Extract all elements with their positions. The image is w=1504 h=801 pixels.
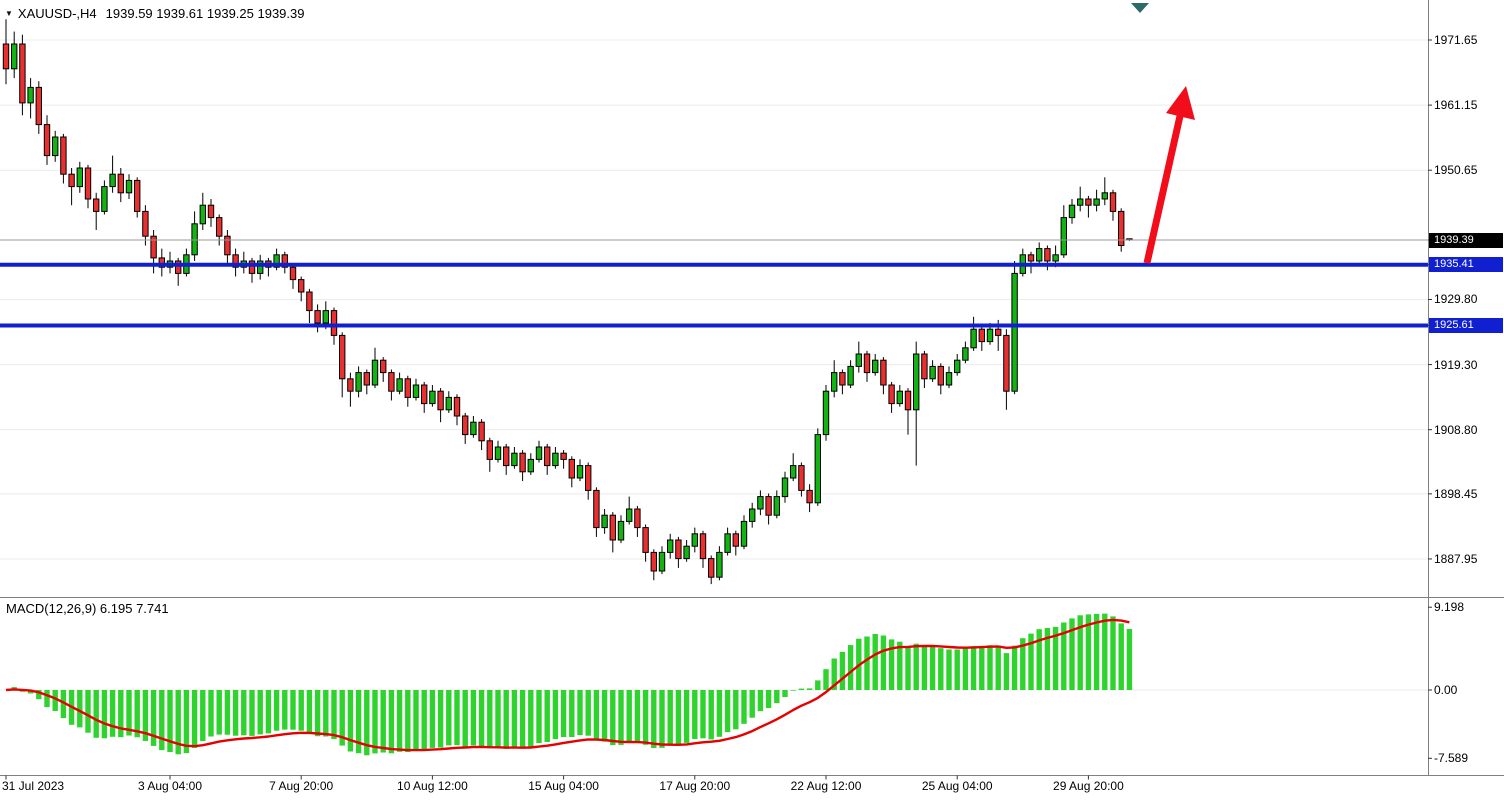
price-tick-label: 1908.80	[1434, 422, 1478, 437]
trend-arrow-object[interactable]	[1143, 86, 1195, 264]
price-tick-label: 1929.80	[1434, 292, 1478, 307]
ohlc-readout: 1939.59 1939.61 1939.25 1939.39	[105, 6, 305, 21]
price-tick-label: 1919.30	[1434, 357, 1478, 372]
time-tick-label: 15 Aug 04:00	[528, 779, 599, 793]
chart-title-bar: ▼ XAUUSD-,H4 1939.59 1939.61 1939.25 193…	[5, 6, 304, 21]
macd-histogram	[11, 613, 1133, 756]
macd-signal-line	[5, 618, 1130, 752]
macd-tick-label: -7.589	[1434, 751, 1469, 766]
price-tick-label: 1961.15	[1434, 98, 1478, 113]
macd-indicator-label: MACD(12,26,9) 6.195 7.741	[6, 601, 169, 616]
symbol-timeframe-label: XAUUSD-,H4	[17, 6, 97, 21]
symbol-dropdown-icon[interactable]: ▼	[5, 9, 13, 18]
price-tick-label: 1971.65	[1434, 33, 1478, 47]
time-tick-label: 31 Jul 2023	[2, 779, 65, 793]
time-tick-label: 3 Aug 04:00	[137, 779, 203, 793]
macd-tick-label: 0.00	[1434, 683, 1458, 697]
candlesticks	[2, 19, 1133, 585]
macd-tick-label: 9.198	[1434, 600, 1465, 615]
time-tick-label: 10 Aug 12:00	[397, 779, 468, 793]
price-badge: 1935.41	[1429, 257, 1503, 273]
time-tick-label: 25 Aug 04:00	[921, 779, 993, 793]
price-badge: 1939.39	[1429, 232, 1503, 248]
time-tick-label: 22 Aug 12:00	[790, 779, 862, 793]
time-tick-label: 7 Aug 20:00	[269, 779, 334, 793]
time-tick-label: 17 Aug 20:00	[659, 779, 731, 793]
price-axis[interactable]: 1971.65 1961.15 1950.65 1929.80 1919.30 1908.…	[1428, 0, 1504, 775]
grid-lines	[0, 39, 1428, 691]
price-tick-label: 1898.45	[1434, 486, 1478, 501]
price-tick-label: 1887.95	[1434, 551, 1478, 566]
time-axis[interactable]: 31 Jul 2023 3 Aug 04:00 7 Aug 20:00 10 Aug …	[0, 775, 1504, 801]
object-anchor-icon[interactable]	[1131, 3, 1149, 13]
price-badge: 1925.61	[1429, 317, 1503, 333]
price-tick-label: 1950.65	[1434, 163, 1478, 178]
time-tick-label: 29 Aug 20:00	[1053, 779, 1124, 793]
